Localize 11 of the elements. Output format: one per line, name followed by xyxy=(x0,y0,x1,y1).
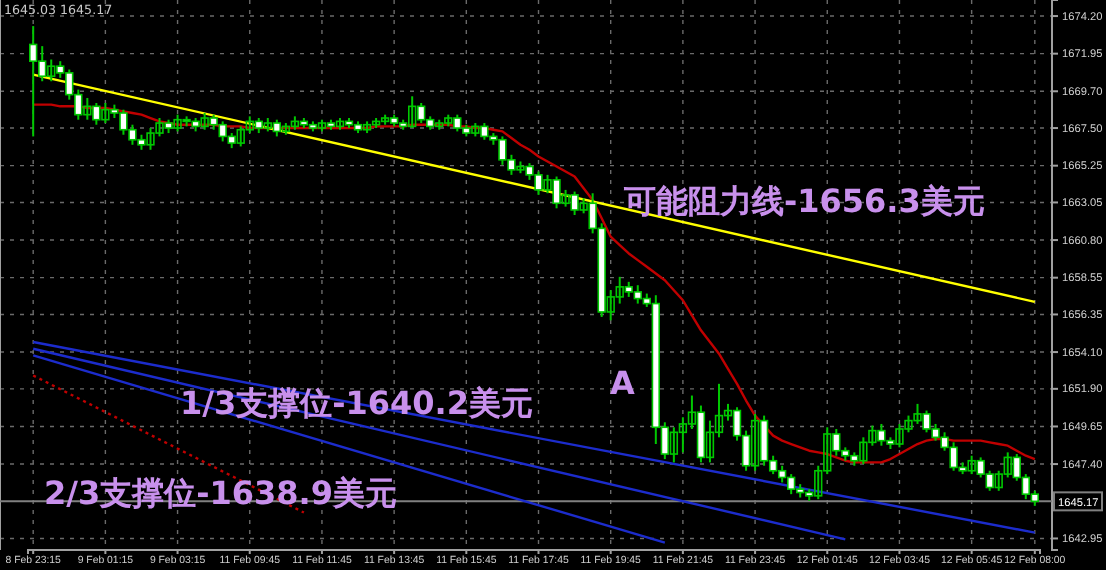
candlestick xyxy=(696,404,706,464)
candlestick xyxy=(669,426,679,464)
candlestick xyxy=(759,414,769,467)
candlestick xyxy=(678,416,688,454)
candlestick xyxy=(750,412,760,472)
candlestick xyxy=(29,25,38,138)
annotation: 2/3支撑位-1638.9美元 xyxy=(44,474,397,512)
candlestick xyxy=(786,473,796,496)
annotation: 可能阻力线-1656.3美元 xyxy=(622,182,985,220)
annotation: A xyxy=(610,364,636,402)
candlestick xyxy=(705,419,715,464)
